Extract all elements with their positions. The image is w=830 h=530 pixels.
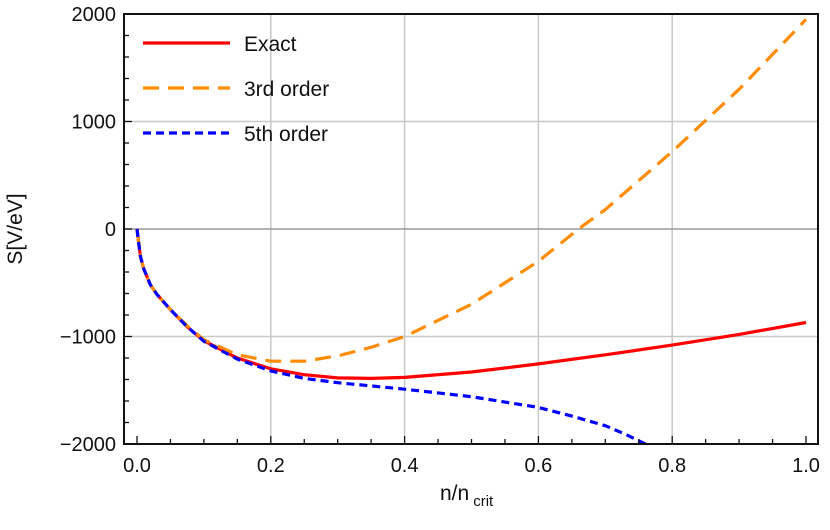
legend-item: 3rd order <box>143 78 329 101</box>
series-line-exact <box>135 228 807 380</box>
curves <box>135 18 808 444</box>
y-axis-label: S[V/eV] <box>4 193 27 264</box>
legend-label: 3rd order <box>244 78 329 101</box>
legend-item: 5th order <box>143 123 328 146</box>
x-tick-label: 0.0 <box>123 455 151 477</box>
y-tick-label: −1000 <box>60 327 116 349</box>
x-axis-label-subscript: crit <box>473 493 494 510</box>
x-tick-label: 0.8 <box>658 455 686 477</box>
ticks: 0.0 0.2 0.4 0.6 0.8 1.0 2000 1000 0 −1000 −2000 <box>60 4 820 477</box>
legend-label: 5th order <box>244 123 328 146</box>
y-tick-label: 2000 <box>72 4 117 26</box>
series-line-3rd-order <box>135 18 808 363</box>
x-tick-label: 1.0 <box>792 455 820 477</box>
series-line-5th-order <box>135 228 647 444</box>
y-tick-label: 0 <box>105 219 116 241</box>
x-tick-label: 0.6 <box>524 455 552 477</box>
grid <box>124 14 818 444</box>
x-axis-label: n/n crit <box>440 482 494 510</box>
legend-label: Exact <box>244 33 297 56</box>
legend: Exact 3rd order 5th order <box>143 33 329 146</box>
legend-item: Exact <box>143 33 297 56</box>
y-tick-label: −2000 <box>60 434 116 456</box>
x-axis-label-main: n/n <box>440 482 469 505</box>
x-tick-label: 0.2 <box>257 455 285 477</box>
x-tick-label: 0.4 <box>391 455 419 477</box>
y-tick-label: 1000 <box>72 112 117 134</box>
